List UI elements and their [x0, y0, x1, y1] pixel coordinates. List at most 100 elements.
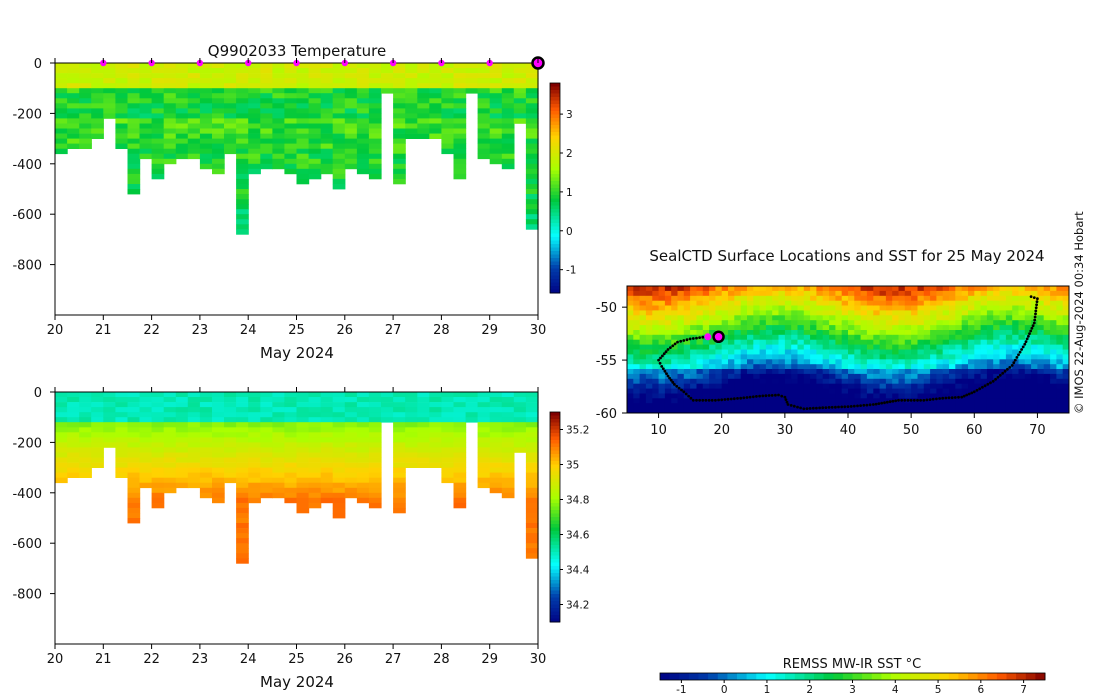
sst-cell — [866, 373, 874, 380]
colorbar-tick-label: 34.2 — [566, 600, 589, 612]
x-tick-label: 50 — [903, 423, 920, 438]
sst-cell — [892, 290, 899, 297]
sst-cell — [829, 354, 836, 360]
profile-cell — [236, 452, 249, 458]
profile-cell — [127, 472, 141, 478]
sst-cell — [873, 310, 881, 316]
sst-cell — [765, 364, 773, 370]
sst-cell — [747, 388, 754, 394]
sst-cell — [1012, 408, 1019, 414]
profile-cell — [139, 123, 153, 129]
profile-cell — [344, 447, 358, 453]
profile-cell — [236, 417, 249, 423]
sst-cell — [1005, 330, 1013, 336]
sst-cell — [955, 295, 963, 302]
profile-cell — [489, 487, 503, 494]
sst-cell — [1024, 393, 1032, 399]
colorbar-segment — [550, 153, 560, 157]
sst-cell — [835, 320, 843, 326]
profile-cell — [368, 492, 382, 499]
profile-cell — [212, 417, 225, 423]
sst-cell — [980, 393, 988, 399]
sst-cell — [639, 295, 647, 302]
sst-cell — [747, 373, 754, 380]
track-point — [965, 393, 969, 397]
profile-cell — [127, 163, 141, 170]
sst-cell — [639, 359, 647, 365]
sst-cell — [740, 398, 748, 404]
profile-cell — [272, 397, 286, 403]
profile-cell — [368, 123, 382, 129]
sst-cell — [949, 295, 956, 302]
profile-cell — [79, 462, 92, 468]
track-point — [688, 337, 692, 341]
sst-cell — [854, 315, 862, 321]
colorbar-segment — [550, 492, 560, 497]
profile-cell — [55, 447, 68, 453]
profile-cell — [356, 148, 370, 155]
sst-cell — [866, 300, 874, 307]
sst-cell — [980, 408, 988, 414]
profile-cell — [393, 158, 406, 165]
sst-cell — [873, 325, 881, 331]
profile-cell — [320, 168, 334, 175]
sst-cell — [683, 295, 691, 302]
profile-cell — [272, 143, 286, 149]
sst-cell — [1050, 369, 1057, 375]
sst-cell — [677, 310, 685, 316]
profile-cell — [163, 88, 177, 94]
sst-cell — [1031, 290, 1038, 297]
profile-cell — [405, 83, 418, 89]
profile-cell — [489, 158, 503, 165]
sst-cell — [860, 305, 868, 311]
profile-cell — [236, 447, 249, 453]
profile-cell — [513, 103, 527, 109]
profile-cell — [103, 108, 116, 114]
profile-cell — [320, 148, 334, 155]
profile-cell — [453, 437, 467, 443]
sst-cell — [633, 305, 641, 311]
profile-cell — [296, 153, 310, 160]
profile-cell — [224, 113, 237, 119]
sst-cell — [791, 320, 798, 326]
profile-cell — [284, 397, 298, 403]
profile-cell — [91, 93, 104, 99]
profile-cell — [284, 432, 298, 438]
profile-cell — [272, 133, 286, 139]
sst-cell — [848, 359, 855, 365]
sst-cell — [930, 408, 937, 414]
sst-cell — [999, 359, 1007, 365]
profile-cell — [368, 153, 382, 160]
profile-cell — [272, 138, 286, 144]
sst-cell — [816, 320, 824, 326]
track-point — [742, 396, 746, 400]
sst-cell — [917, 325, 925, 331]
sst-cell — [949, 373, 956, 380]
sst-cell — [753, 315, 761, 321]
sst-cell — [835, 369, 843, 375]
profile-cell — [163, 148, 177, 155]
profile-cell — [212, 397, 225, 403]
sst-cell — [892, 300, 899, 307]
sst-cell — [841, 393, 849, 399]
profile-cell — [248, 143, 261, 149]
sst-cell — [892, 325, 899, 331]
sst-cell — [715, 364, 723, 370]
profile-cell — [224, 108, 237, 114]
sst-cell — [1005, 286, 1013, 292]
sst-cell — [835, 310, 843, 316]
sst-cell — [980, 369, 988, 375]
profile-cell — [212, 163, 225, 170]
sst-cell — [696, 393, 704, 399]
track-point — [664, 350, 668, 353]
sst-cell — [904, 344, 912, 350]
x-tick-label: 29 — [481, 323, 498, 338]
sst-cell — [810, 398, 817, 404]
sst-cell — [772, 300, 779, 307]
track-point — [1036, 297, 1039, 301]
sst-cell — [986, 403, 994, 409]
colorbar-tick-label: 0 — [721, 684, 728, 696]
profile-cell — [272, 412, 286, 418]
